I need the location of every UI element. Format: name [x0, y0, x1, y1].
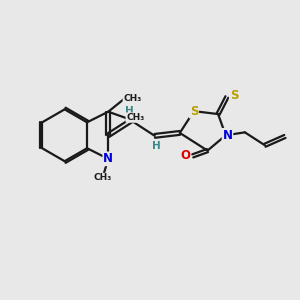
Text: N: N: [103, 152, 113, 165]
Text: H: H: [125, 106, 134, 116]
Text: CH₃: CH₃: [126, 113, 145, 122]
Text: S: S: [190, 105, 198, 118]
Text: N: N: [223, 129, 232, 142]
Text: S: S: [230, 89, 238, 102]
Text: CH₃: CH₃: [93, 173, 112, 182]
Text: CH₃: CH₃: [123, 94, 142, 103]
Text: O: O: [180, 149, 190, 162]
Text: H: H: [152, 141, 160, 151]
